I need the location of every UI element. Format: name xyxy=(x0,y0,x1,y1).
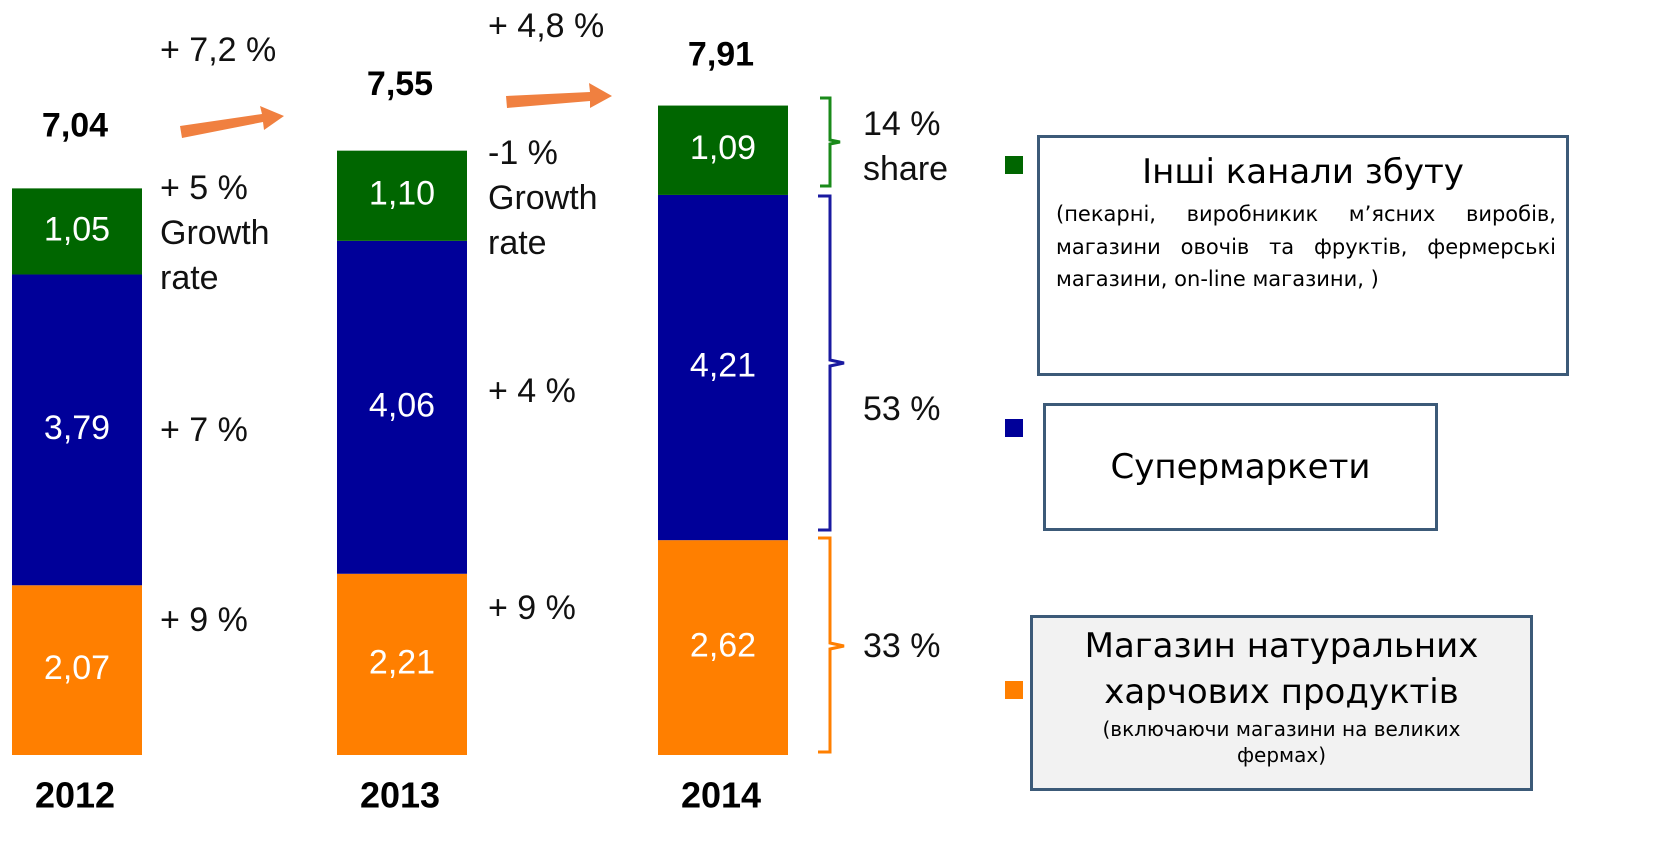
legend-note: (включаючи магазини на великих фермах) xyxy=(1102,716,1461,767)
legend-label: Магазин натуральних харчових продуктів xyxy=(1084,626,1479,712)
total-label: 7,04 xyxy=(42,107,108,145)
legend-box: Супермаркети xyxy=(1043,403,1438,531)
legend-label: Інші канали збуту xyxy=(1142,152,1464,192)
annotation: rate xyxy=(160,259,219,297)
data-label: 2,07 xyxy=(44,649,110,687)
annotation: 14 % xyxy=(863,105,941,143)
x-tick-label: 2013 xyxy=(360,775,440,816)
annotation: + 4 % xyxy=(488,372,576,410)
data-label: 4,06 xyxy=(369,386,435,424)
legend-swatch xyxy=(1005,681,1023,699)
total-label: 7,55 xyxy=(367,65,433,103)
bar-segment xyxy=(12,585,142,755)
bar-segment xyxy=(658,194,788,541)
legend-box: Інші канали збуту (пекарні, виробникик м… xyxy=(1037,135,1569,376)
arrow xyxy=(180,106,284,138)
bar-segment xyxy=(12,274,142,586)
data-label: 4,21 xyxy=(690,347,756,385)
bar-segment xyxy=(337,240,467,574)
annotation: Growth xyxy=(488,179,598,217)
annotation: + 9 % xyxy=(160,601,248,639)
annotation: -1 % xyxy=(488,134,558,172)
annotation: 53 % xyxy=(863,390,941,428)
bar-segment xyxy=(337,150,467,241)
data-label: 1,10 xyxy=(369,175,435,213)
bar-segment xyxy=(658,105,788,195)
x-tick-label: 2012 xyxy=(35,775,115,816)
bar-segment xyxy=(658,540,788,755)
legend-label: Супермаркети xyxy=(1110,447,1371,487)
annotation: 33 % xyxy=(863,627,941,665)
data-label: 1,05 xyxy=(44,210,110,248)
brace xyxy=(820,96,841,188)
data-label: 2,21 xyxy=(369,643,435,681)
data-label: 1,09 xyxy=(690,129,756,167)
annotation: rate xyxy=(488,224,547,262)
annotation: Growth xyxy=(160,214,270,252)
data-label: 2,62 xyxy=(690,627,756,665)
x-tick-label: 2014 xyxy=(681,775,761,816)
annotation: share xyxy=(863,150,948,188)
bar-segment xyxy=(337,573,467,755)
brace xyxy=(818,536,845,754)
annotation: + 7 % xyxy=(160,411,248,449)
legend-swatch xyxy=(1005,156,1023,174)
annotation: + 9 % xyxy=(488,589,576,627)
annotation: + 7,2 % xyxy=(160,31,276,69)
total-label: 7,91 xyxy=(688,35,754,73)
arrow xyxy=(506,83,612,108)
bar-segment xyxy=(12,188,142,275)
legend-swatch xyxy=(1005,419,1023,437)
brace xyxy=(818,194,845,532)
annotation: + 4,8 % xyxy=(488,7,604,45)
data-label: 3,79 xyxy=(44,409,110,447)
legend-box: Магазин натуральних харчових продуктів (… xyxy=(1030,615,1533,791)
annotation: + 5 % xyxy=(160,169,248,207)
legend-note: (пекарні, виробникик м’ясних виробів, ма… xyxy=(1056,202,1556,292)
